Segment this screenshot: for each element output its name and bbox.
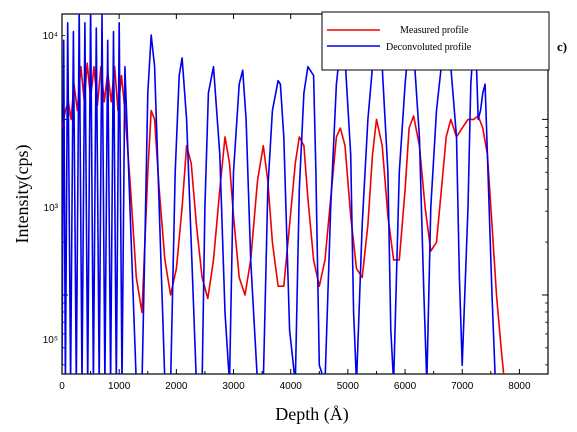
panel-label: c)	[557, 39, 567, 54]
x-tick-label: 2000	[165, 381, 188, 392]
x-tick-label: 1000	[108, 381, 131, 392]
legend-label-deconvoluted: Deconvoluted profile	[386, 42, 472, 53]
x-axis-ticks: 0 1000 2000 3000 4000 5000 6000 7000 8000	[59, 14, 531, 392]
x-tick-label: 8000	[508, 381, 531, 392]
series-line-deconvoluted	[62, 14, 496, 374]
x-tick-label: 6000	[394, 381, 417, 392]
x-tick-label: 5000	[337, 381, 360, 392]
y-tick-label: 10³	[44, 203, 59, 214]
x-tick-label: 7000	[451, 381, 474, 392]
legend-box	[321, 11, 550, 71]
x-tick-label: 0	[59, 381, 65, 392]
x-tick-label: 3000	[222, 381, 245, 392]
x-tick-label: 4000	[280, 381, 303, 392]
x-axis-title: Depth (Å)	[275, 404, 348, 425]
y-axis-title: Intensity(cps)	[12, 145, 33, 244]
legend: Measured profile Deconvoluted profile	[321, 11, 550, 71]
legend-label-measured: Measured profile	[400, 25, 469, 36]
series-layer	[62, 14, 505, 374]
y-tick-label: 10⁴	[43, 31, 58, 42]
y-tick-label: 10⁵	[43, 335, 58, 346]
